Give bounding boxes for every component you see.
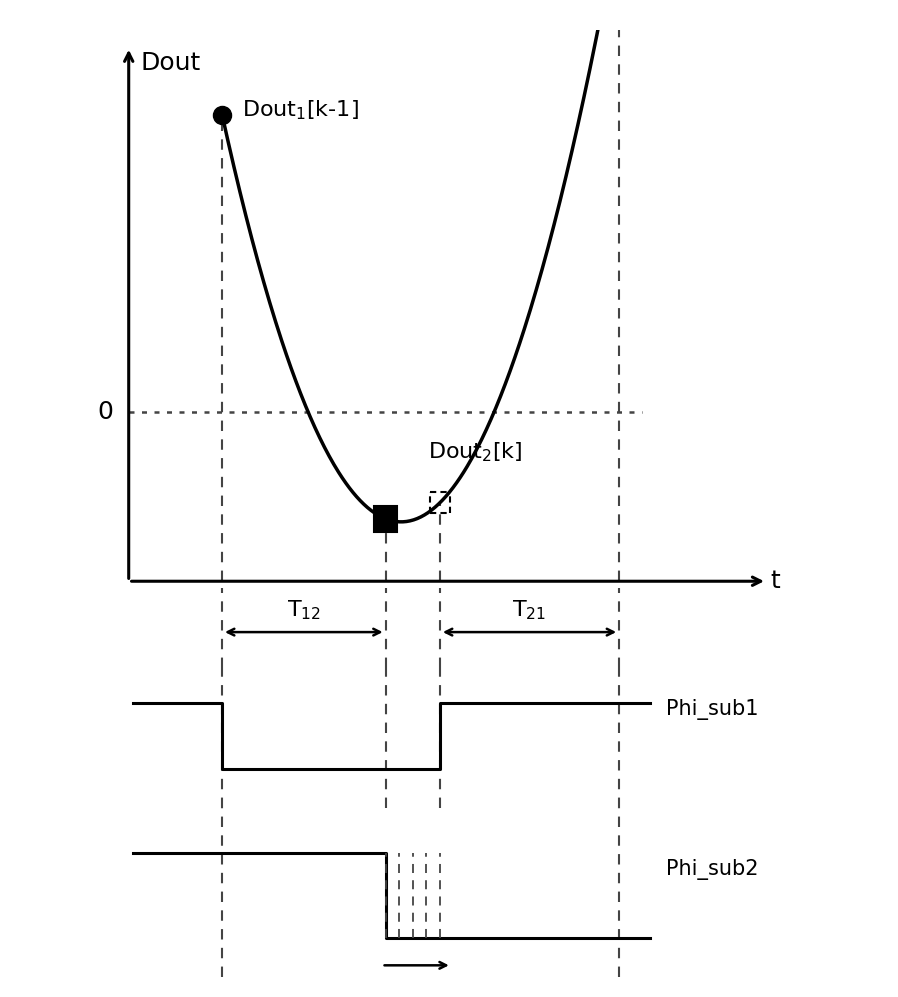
Text: Dout$_2$[k]: Dout$_2$[k] [428, 440, 523, 464]
Text: Phi_sub2: Phi_sub2 [665, 859, 758, 880]
Text: Dout: Dout [140, 51, 200, 75]
Text: T$_{12}$: T$_{12}$ [286, 598, 321, 621]
Text: Phi_sub1: Phi_sub1 [665, 699, 758, 721]
Text: 0: 0 [97, 400, 113, 424]
Text: t: t [770, 569, 780, 593]
Text: Dout$_1$[k-1]: Dout$_1$[k-1] [242, 99, 358, 123]
Bar [374, 506, 397, 531]
Text: T$_{21}$: T$_{21}$ [513, 598, 547, 621]
